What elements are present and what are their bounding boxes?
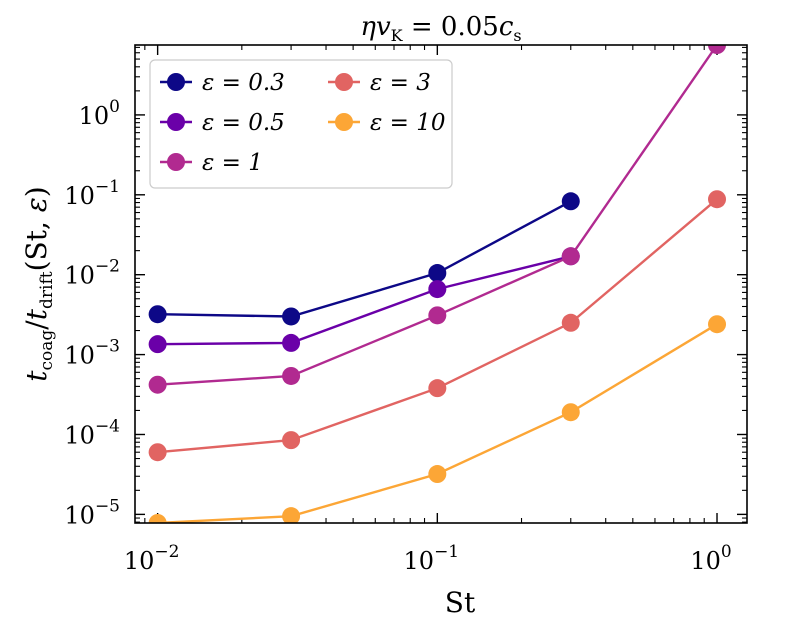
data-point <box>428 264 447 283</box>
legend-marker <box>335 73 353 91</box>
legend-label: ε = 0.3 <box>202 70 285 96</box>
y-tick-label: 10−3 <box>64 337 120 370</box>
legend-marker <box>167 73 185 91</box>
y-tick-label: 10−4 <box>64 416 120 449</box>
data-point <box>428 379 447 398</box>
legend-item: ε = 10 <box>328 110 446 136</box>
y-tick-label: 10−1 <box>64 177 120 210</box>
legend-marker <box>335 113 353 131</box>
data-point <box>708 315 727 334</box>
data-point <box>148 443 167 462</box>
data-point <box>708 45 727 54</box>
series-line <box>157 198 718 454</box>
data-point <box>282 333 301 352</box>
series-1 <box>148 247 580 354</box>
data-point <box>428 465 447 484</box>
series-line <box>157 323 718 523</box>
legend-item: ε = 1 <box>160 150 263 176</box>
legend-item: ε = 0.3 <box>160 70 285 96</box>
series-line <box>157 200 572 318</box>
legend-label: ε = 0.5 <box>202 110 285 136</box>
x-tick-label: 10−2 <box>124 542 180 575</box>
series-4 <box>148 315 727 523</box>
x-axis-label: St <box>445 586 476 619</box>
legend: ε = 0.3 ε = 0.5 ε = 1 ε = 3 ε = 10 <box>149 59 453 189</box>
data-point <box>282 366 301 385</box>
data-point <box>708 190 727 209</box>
data-point <box>148 514 167 523</box>
data-point <box>561 247 580 266</box>
chart-title: ηvK = 0.05cs <box>360 12 521 45</box>
series-0 <box>148 192 580 326</box>
legend-label: ε = 10 <box>370 110 446 136</box>
legend-marker <box>167 153 185 171</box>
y-axis-label: tcoag/tdrift(St, ε) <box>20 186 57 381</box>
y-tick-label: 10−5 <box>64 496 120 529</box>
x-tick-labels: 10−2 10−1 100 <box>124 542 732 575</box>
data-point <box>148 305 167 324</box>
data-point <box>282 431 301 450</box>
legend-label: ε = 3 <box>370 70 431 96</box>
series-line <box>157 255 572 346</box>
data-point <box>148 375 167 394</box>
series-3 <box>148 190 727 462</box>
y-tick-label: 100 <box>79 97 120 130</box>
y-tick-label: 10−2 <box>64 257 120 290</box>
x-tick-label: 100 <box>690 542 731 575</box>
data-point <box>148 335 167 354</box>
series-layer <box>148 45 727 523</box>
data-point <box>282 507 301 523</box>
data-point <box>282 307 301 326</box>
legend-marker <box>167 113 185 131</box>
x-tick-label: 10−1 <box>404 542 460 575</box>
plot-frame <box>134 44 748 524</box>
data-point <box>428 306 447 325</box>
legend-item: ε = 0.5 <box>160 110 285 136</box>
major-ticks <box>135 45 747 523</box>
series-2 <box>148 45 727 394</box>
data-point <box>561 313 580 332</box>
data-point <box>561 403 580 422</box>
legend-item: ε = 3 <box>328 70 431 96</box>
legend-label: ε = 1 <box>202 150 263 176</box>
minor-ticks <box>135 45 747 523</box>
legend-box <box>149 59 453 189</box>
data-point <box>428 280 447 299</box>
data-point <box>561 192 580 211</box>
y-tick-labels: 10−5 10−4 10−3 10−2 10−1 100 <box>64 97 120 529</box>
